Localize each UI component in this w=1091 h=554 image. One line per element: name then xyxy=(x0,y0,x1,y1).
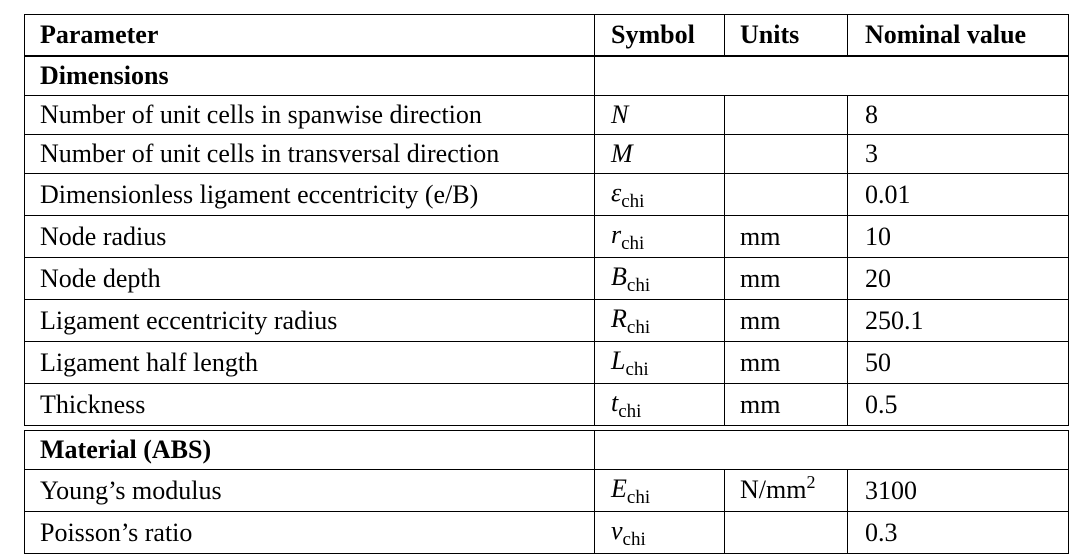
header-parameter: Parameter xyxy=(24,14,594,56)
units-text: mm xyxy=(740,263,781,293)
symbol-subscript: chi xyxy=(621,191,645,212)
units-text: mm xyxy=(740,221,781,251)
symbol-subscript: chi xyxy=(626,487,651,508)
header-symbol: Symbol xyxy=(594,14,724,56)
symbol-cell: rchi xyxy=(594,216,724,258)
table-row: Node depth Bchi mm 20 xyxy=(24,258,1069,300)
symbol-subscript: chi xyxy=(626,275,651,296)
symbol-main: R xyxy=(611,304,627,333)
symbol-cell: εchi xyxy=(594,174,724,216)
header-units: Units xyxy=(724,14,847,56)
units-text: mm xyxy=(740,347,781,377)
units-text: mm xyxy=(740,305,781,335)
symbol-main: M xyxy=(611,139,633,168)
units-cell: mm xyxy=(724,384,847,426)
section-header-row: Dimensions xyxy=(24,56,1069,96)
table-body: Dimensions Number of unit cells in spanwi… xyxy=(24,56,1069,554)
symbol-subscript: chi xyxy=(622,529,646,550)
symbol-cell: Lchi xyxy=(594,342,724,384)
units-cell: mm xyxy=(724,216,847,258)
table-row: Ligament half length Lchi mm 50 xyxy=(24,342,1069,384)
nominal-value-cell: 8 xyxy=(847,96,1069,135)
units-cell xyxy=(724,135,847,174)
table-row: Young’s modulus Echi N/mm2 3100 xyxy=(24,470,1069,512)
nominal-value-cell: 0.01 xyxy=(847,174,1069,216)
table-row: Thickness tchi mm 0.5 xyxy=(24,384,1069,426)
table-row: Number of unit cells in spanwise directi… xyxy=(24,96,1069,135)
section-empty-cell xyxy=(594,56,1069,96)
section-title: Material (ABS) xyxy=(24,430,594,470)
nominal-value-cell: 0.5 xyxy=(847,384,1069,426)
symbol-subscript: chi xyxy=(618,401,642,422)
symbol-subscript: chi xyxy=(626,317,651,338)
symbol-main: ν xyxy=(611,516,623,545)
symbol-main: L xyxy=(611,346,626,375)
parameter-cell: Dimensionless ligament eccentricity (e/B… xyxy=(24,174,594,216)
symbol-subscript: chi xyxy=(625,359,649,380)
symbol-main: N xyxy=(611,100,629,129)
parameter-cell: Number of unit cells in transversal dire… xyxy=(24,135,594,174)
parameter-cell: Number of unit cells in spanwise directi… xyxy=(24,96,594,135)
nominal-value-cell: 250.1 xyxy=(847,300,1069,342)
section-empty-cell xyxy=(594,430,1069,470)
units-text: N/mm xyxy=(740,474,807,504)
parameter-cell: Young’s modulus xyxy=(24,470,594,512)
parameters-table: Parameter Symbol Units Nominal value Dim… xyxy=(24,14,1069,554)
parameter-cell: Ligament eccentricity radius xyxy=(24,300,594,342)
units-cell: mm xyxy=(724,258,847,300)
nominal-value-cell: 3 xyxy=(847,135,1069,174)
parameter-cell: Node radius xyxy=(24,216,594,258)
symbol-main: B xyxy=(611,262,627,291)
symbol-cell: Echi xyxy=(594,470,724,512)
table-header-row: Parameter Symbol Units Nominal value xyxy=(24,14,1069,56)
parameter-cell: Ligament half length xyxy=(24,342,594,384)
nominal-value-cell: 10 xyxy=(847,216,1069,258)
header-nominal-value: Nominal value xyxy=(847,14,1069,56)
units-superscript: 2 xyxy=(806,471,816,492)
symbol-subscript: chi xyxy=(621,233,645,254)
symbol-cell: M xyxy=(594,135,724,174)
symbol-main: t xyxy=(611,388,619,417)
units-cell xyxy=(724,174,847,216)
table-row: Dimensionless ligament eccentricity (e/B… xyxy=(24,174,1069,216)
nominal-value-cell: 3100 xyxy=(847,470,1069,512)
nominal-value-cell: 20 xyxy=(847,258,1069,300)
symbol-cell: Bchi xyxy=(594,258,724,300)
units-cell: mm xyxy=(724,342,847,384)
symbol-main: ε xyxy=(611,178,622,207)
table-row: Ligament eccentricity radius Rchi mm 250.1 xyxy=(24,300,1069,342)
nominal-value-cell: 50 xyxy=(847,342,1069,384)
symbol-main: E xyxy=(611,474,627,503)
symbol-cell: Rchi xyxy=(594,300,724,342)
symbol-main: r xyxy=(611,220,622,249)
parameter-cell: Node depth xyxy=(24,258,594,300)
units-text: mm xyxy=(740,389,781,419)
symbol-cell: N xyxy=(594,96,724,135)
units-cell: N/mm2 xyxy=(724,470,847,512)
parameter-cell: Thickness xyxy=(24,384,594,426)
section-header-row: Material (ABS) xyxy=(24,430,1069,470)
table-row: Node radius rchi mm 10 xyxy=(24,216,1069,258)
symbol-cell: tchi xyxy=(594,384,724,426)
table-row: Number of unit cells in transversal dire… xyxy=(24,135,1069,174)
section-title: Dimensions xyxy=(24,56,594,96)
units-cell xyxy=(724,96,847,135)
units-cell: mm xyxy=(724,300,847,342)
